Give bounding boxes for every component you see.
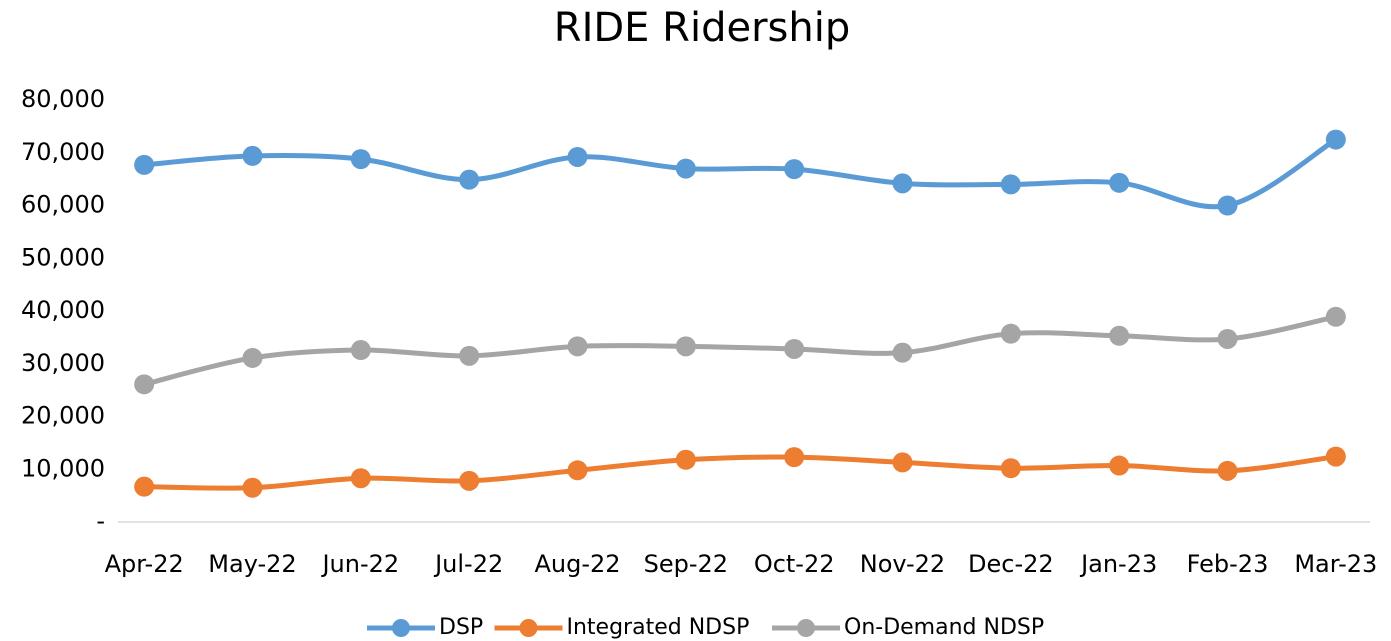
y-tick-label: 40,000 <box>21 296 105 324</box>
legend-label: Integrated NDSP <box>567 615 750 640</box>
data-point <box>459 345 480 366</box>
series-line <box>141 454 1339 491</box>
legend-label: DSP <box>439 615 483 640</box>
data-point <box>242 477 263 498</box>
y-tick-label: 50,000 <box>21 243 105 271</box>
y-tick-label: 60,000 <box>21 191 105 219</box>
data-point <box>567 336 588 357</box>
data-point <box>1109 172 1130 193</box>
x-tick-label: Apr-22 <box>105 550 184 578</box>
x-tick-label: Jul-22 <box>433 550 503 578</box>
y-tick-label: 80,000 <box>21 85 105 113</box>
y-tick-label: 30,000 <box>21 349 105 377</box>
data-point <box>1217 195 1238 216</box>
y-tick-label: 10,000 <box>21 454 105 482</box>
data-point <box>1000 323 1021 344</box>
data-point <box>1109 325 1130 346</box>
data-point <box>1000 458 1021 479</box>
legend-marker <box>519 619 538 637</box>
y-tick-label: - <box>96 507 105 535</box>
y-tick-label: 20,000 <box>21 402 105 430</box>
data-point <box>784 338 805 359</box>
data-point <box>675 158 696 179</box>
x-tick-label: Dec-22 <box>968 550 1054 578</box>
data-point <box>892 342 913 363</box>
data-point <box>1325 306 1346 327</box>
data-point <box>675 336 696 357</box>
x-tick-label: Sep-22 <box>644 550 728 578</box>
x-tick-label: Jan-23 <box>1079 550 1157 578</box>
legend-marker <box>392 619 410 637</box>
data-point <box>892 173 913 194</box>
data-point <box>459 470 480 491</box>
data-point <box>459 169 480 190</box>
y-tick-label: 70,000 <box>21 138 105 166</box>
data-point <box>134 374 155 395</box>
series-line <box>141 137 1339 210</box>
legend-label: On-Demand NDSP <box>844 615 1044 640</box>
data-point <box>242 145 263 166</box>
data-point <box>350 468 371 489</box>
data-point <box>1217 460 1238 481</box>
data-point <box>242 347 263 368</box>
data-point <box>675 449 696 470</box>
data-point <box>134 476 155 497</box>
x-tick-label: Feb-23 <box>1187 550 1269 578</box>
series-line <box>141 314 1339 387</box>
data-point <box>350 340 371 361</box>
data-point <box>1325 446 1346 467</box>
data-point <box>567 146 588 167</box>
data-point <box>1217 328 1238 349</box>
data-point <box>134 154 155 175</box>
data-point <box>784 159 805 180</box>
data-point <box>350 149 371 170</box>
data-point <box>1000 174 1021 195</box>
data-point <box>1325 129 1346 150</box>
data-point <box>892 452 913 473</box>
x-tick-label: Aug-22 <box>534 550 620 578</box>
x-tick-label: Mar-23 <box>1294 550 1377 578</box>
data-point <box>1109 455 1130 476</box>
x-tick-label: Nov-22 <box>860 550 945 578</box>
data-point <box>567 460 588 481</box>
legend-marker <box>797 619 815 637</box>
x-tick-label: Jun-22 <box>320 550 399 578</box>
x-tick-label: Oct-22 <box>754 550 835 578</box>
data-point <box>784 447 805 468</box>
chart-title: RIDE Ridership <box>554 5 850 51</box>
x-tick-label: May-22 <box>208 550 296 578</box>
